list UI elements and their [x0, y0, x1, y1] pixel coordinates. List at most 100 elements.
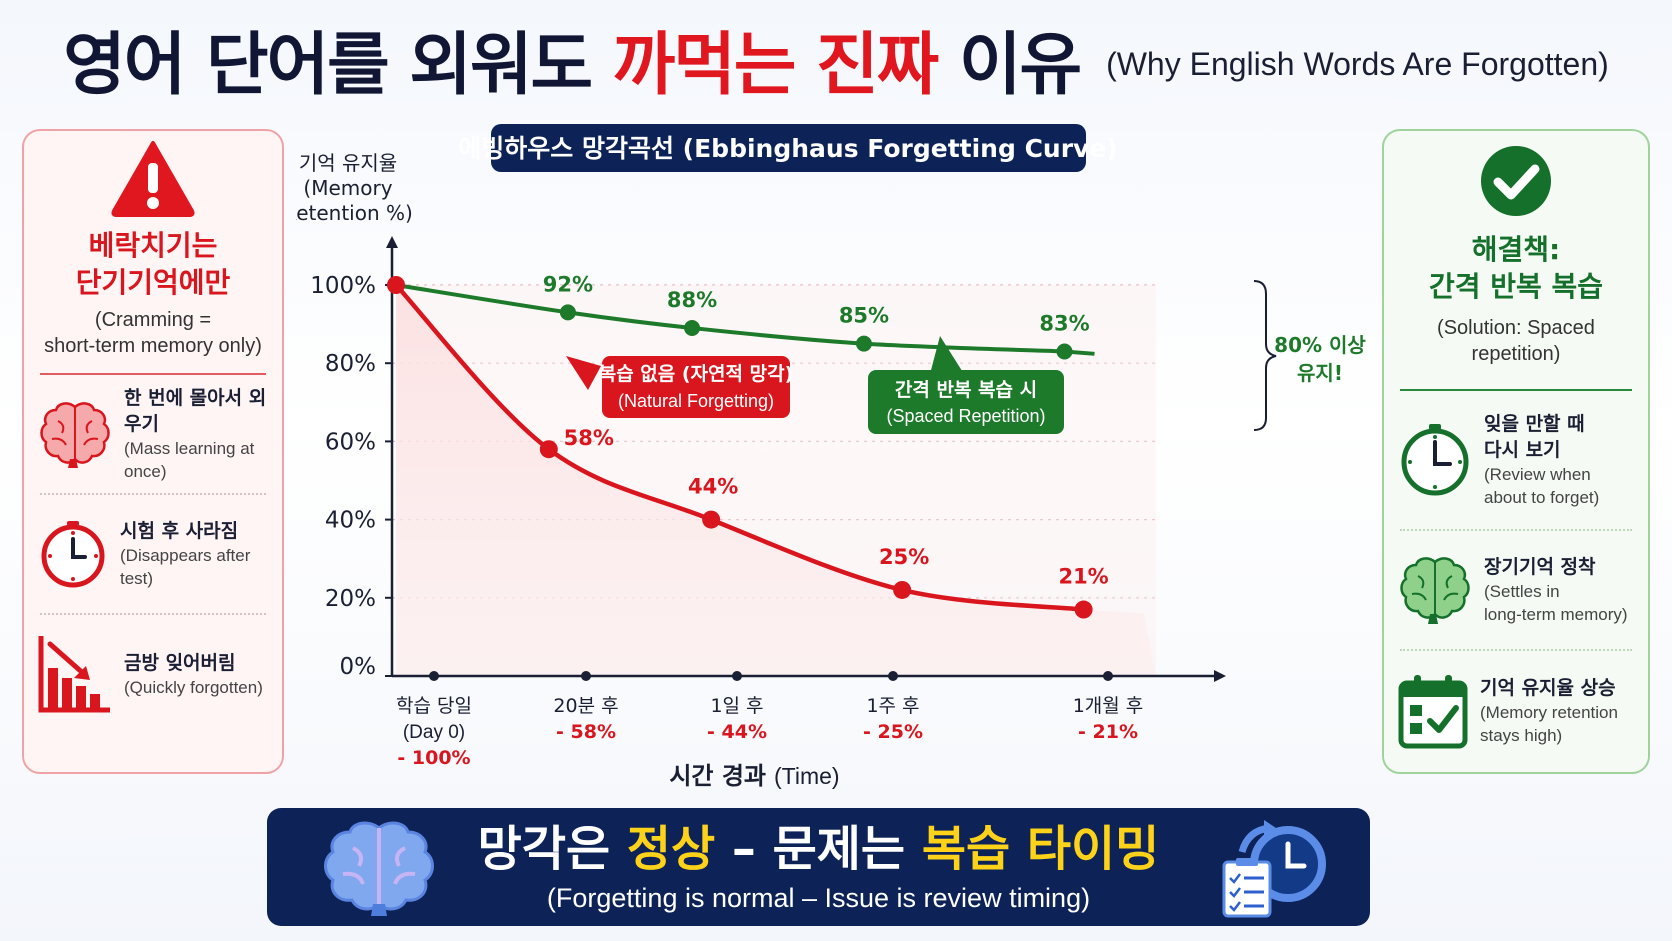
callout-spaced-bg	[868, 370, 1064, 434]
title-part-2-highlight: 까먹는 진짜	[612, 25, 939, 105]
x-tick-label: 학습 당일	[396, 695, 472, 717]
callout-pointer-spaced	[930, 336, 964, 374]
banner-part-2-highlight: 정상	[626, 821, 716, 877]
data-label-natural: 25%	[879, 545, 929, 569]
data-point-spaced	[855, 335, 872, 352]
x-axis-arrow	[1214, 670, 1226, 682]
data-point-natural	[387, 276, 405, 294]
cramming-heading-2: 단기기억에만	[75, 266, 231, 299]
item-title: 한 번에 몰아서 외우기	[124, 387, 267, 435]
data-point-natural	[702, 510, 721, 529]
list-item: 잊을 만할 때 다시 보기 (Review when about to forg…	[1384, 391, 1648, 529]
y-axis-label: 기억 유지율	[299, 151, 397, 175]
cramming-heading-1: 베락치기는	[88, 229, 218, 262]
x-tick-label: 20분 후	[553, 695, 618, 717]
banner-part-1: 망각은	[477, 821, 611, 877]
declining-bar-chart-icon	[38, 636, 110, 713]
warning-icon	[111, 141, 195, 217]
x-tick-label: 1개월 후	[1073, 695, 1144, 717]
data-point-spaced	[1056, 343, 1073, 360]
panel-divider	[1400, 389, 1632, 391]
chart-svg: 에빙하우스 망각곡선 (Ebbinghaus Forgetting Curve)…	[296, 124, 1366, 790]
dotted-divider	[40, 493, 266, 495]
x-tick	[732, 671, 742, 681]
title-part-1: 영어 단어를 외워도	[63, 25, 593, 105]
clock-icon	[1401, 424, 1469, 496]
item-subtitle: (Review when	[1484, 465, 1591, 484]
cramming-panel: 베락치기는 단기기억에만 (Cramming = short-term memo…	[22, 129, 284, 774]
y-tick-label: 20%	[325, 586, 376, 612]
y-tick-label: 100%	[310, 273, 376, 299]
x-tick-label: 1일 후	[710, 695, 763, 717]
x-tick-value: - 58%	[556, 721, 616, 743]
data-label-spaced: 85%	[839, 304, 889, 328]
legend-natural-en: (Natural Forgetting)	[618, 391, 774, 411]
item-subtitle: (Quickly forgotten)	[124, 677, 263, 697]
y-tick-label: 40%	[325, 508, 376, 534]
title-part-3: 이유	[958, 25, 1082, 105]
data-label-natural: 21%	[1058, 565, 1108, 589]
check-circle-icon	[1481, 146, 1551, 216]
data-label-spaced: 92%	[543, 272, 593, 296]
data-label-natural: 58%	[564, 426, 614, 450]
x-tick-value: - 21%	[1078, 721, 1138, 743]
x-tick-sublabel: (Day 0)	[403, 722, 465, 743]
x-tick	[429, 671, 439, 681]
page-title: 영어 단어를 외워도 까먹는 진짜 이유	[63, 9, 1082, 108]
x-axis-label: 시간 경과	[669, 762, 766, 790]
item-subtitle: (Settles in	[1484, 582, 1560, 601]
banner-part-4-highlight: 복습 타이밍	[921, 821, 1160, 877]
list-item: 금방 잊어버림 (Quickly forgotten)	[24, 615, 282, 733]
solution-heading-2: 간격 반복 복습	[1428, 270, 1604, 303]
list-item: 기억 유지율 상승 (Memory retention stays high)	[1384, 651, 1648, 771]
list-item: 장기기억 정착 (Settles in long-term memory)	[1384, 531, 1648, 649]
data-point-spaced	[684, 320, 701, 337]
series-line-spaced	[395, 283, 1095, 356]
panel-divider	[40, 373, 266, 375]
data-label-natural: 44%	[688, 475, 738, 499]
brain-icon	[40, 402, 110, 468]
item-title: 시험 후 사라짐	[120, 520, 239, 542]
area-fill-natural	[396, 285, 1156, 676]
list-item: 한 번에 몰아서 외우기 (Mass learning at once)	[24, 375, 282, 493]
banner-part-3: – 문제는	[731, 821, 906, 877]
item-subtitle: (Disappears after test)	[120, 546, 251, 588]
item-title: 기억 유지율 상승	[1480, 677, 1616, 699]
calendar-check-icon	[1398, 675, 1468, 749]
banner-subtitle: (Forgetting is normal – Issue is review …	[546, 883, 1091, 913]
item-subtitle-2: about to forget)	[1484, 488, 1600, 507]
y-tick-label: 80%	[325, 351, 376, 377]
x-tick	[1103, 671, 1113, 681]
list-item: 시험 후 사라짐 (Disappears after test)	[24, 495, 282, 613]
item-subtitle-2: long-term memory)	[1484, 605, 1628, 624]
legend-spaced-en: (Spaced Repetition)	[886, 406, 1045, 426]
y-tick-label: 60%	[325, 429, 376, 455]
data-point-natural	[1074, 600, 1093, 619]
brain-icon	[324, 821, 434, 916]
chart-background	[396, 285, 1156, 676]
y-axis-label: (Memory	[303, 176, 392, 200]
solution-subtitle: (Solution: Spaced repetition)	[1437, 317, 1595, 365]
bottom-banner: 망각은 정상 – 문제는 복습 타이밍 (Forgetting is norma…	[267, 808, 1370, 926]
x-tick-label: 1주 후	[866, 695, 919, 717]
y-axis-arrow	[386, 236, 398, 248]
bracket	[1253, 280, 1277, 431]
bracket-label: 80% 이상	[1274, 333, 1366, 357]
clock-icon	[41, 521, 105, 588]
legend-natural: 복습 없음 (자연적 망각)	[599, 363, 794, 385]
legend-spaced: 간격 반복 복습 시	[895, 379, 1037, 401]
data-label-spaced: 83%	[1039, 311, 1089, 335]
item-subtitle-2: stays high)	[1480, 726, 1563, 745]
callout-pointer-natural	[566, 356, 601, 390]
item-title-2: 다시 보기	[1484, 439, 1561, 461]
data-point-natural	[539, 440, 558, 459]
dotted-divider	[1400, 649, 1632, 651]
cramming-subtitle-2: short-term memory only)	[44, 335, 262, 357]
x-tick	[581, 671, 591, 681]
chart-title-bg	[491, 124, 1086, 172]
item-title: 장기기억 정착	[1484, 556, 1596, 578]
item-subtitle: (Memory retention	[1480, 703, 1618, 722]
solution-panel: 해결책: 간격 반복 복습 (Solution: Spaced repetiti…	[1382, 129, 1650, 774]
solution-heading-1: 해결책:	[1471, 233, 1561, 266]
x-tick-value: - 25%	[863, 721, 923, 743]
